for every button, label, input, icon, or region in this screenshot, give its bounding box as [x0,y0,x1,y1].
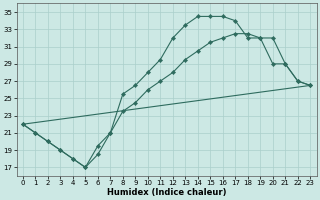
X-axis label: Humidex (Indice chaleur): Humidex (Indice chaleur) [107,188,226,197]
